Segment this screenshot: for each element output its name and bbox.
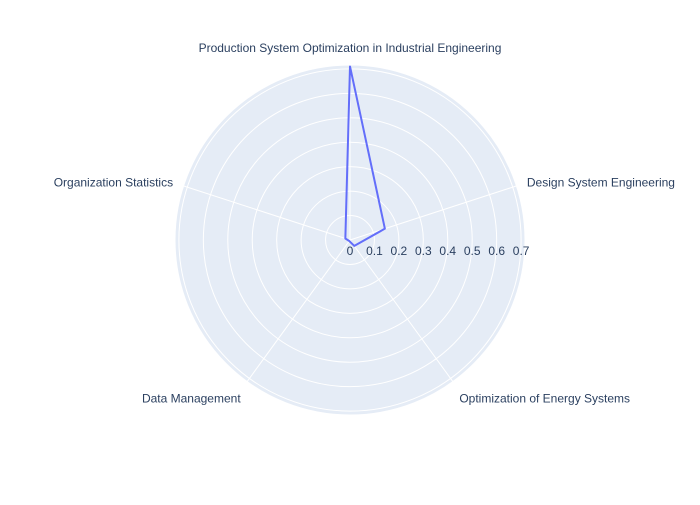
radial-tick-label: 0.7: [513, 244, 530, 258]
polar-grid: [172, 62, 528, 418]
radial-tick-label: 0.2: [391, 244, 408, 258]
category-label: Production System Optimization in Indust…: [199, 41, 502, 55]
radial-tick-label: 0.3: [415, 244, 432, 258]
angular-grid-line: [349, 185, 518, 241]
angular-grid-line: [182, 185, 351, 241]
category-label: Data Management: [142, 391, 241, 405]
label-layer: 0 0.1 0.2 0.3 0.4 0.5 0.6 0.7 Production System …: [54, 41, 675, 405]
radial-tick-label: 0.6: [488, 244, 505, 258]
category-label: Optimization of Energy Systems: [459, 391, 630, 405]
series-line: [344, 65, 386, 247]
angular-grid-line: [349, 239, 454, 383]
series-layer: [344, 65, 386, 247]
category-label: Design System Engineering: [527, 176, 675, 190]
radial-tick-label: 0: [347, 244, 354, 258]
radial-tick-label: 0.1: [366, 244, 383, 258]
angular-grid-line: [246, 239, 351, 383]
radial-tick-label: 0.4: [439, 244, 456, 258]
radial-tick-label: 0.5: [464, 244, 481, 258]
category-label: Organization Statistics: [54, 176, 173, 190]
